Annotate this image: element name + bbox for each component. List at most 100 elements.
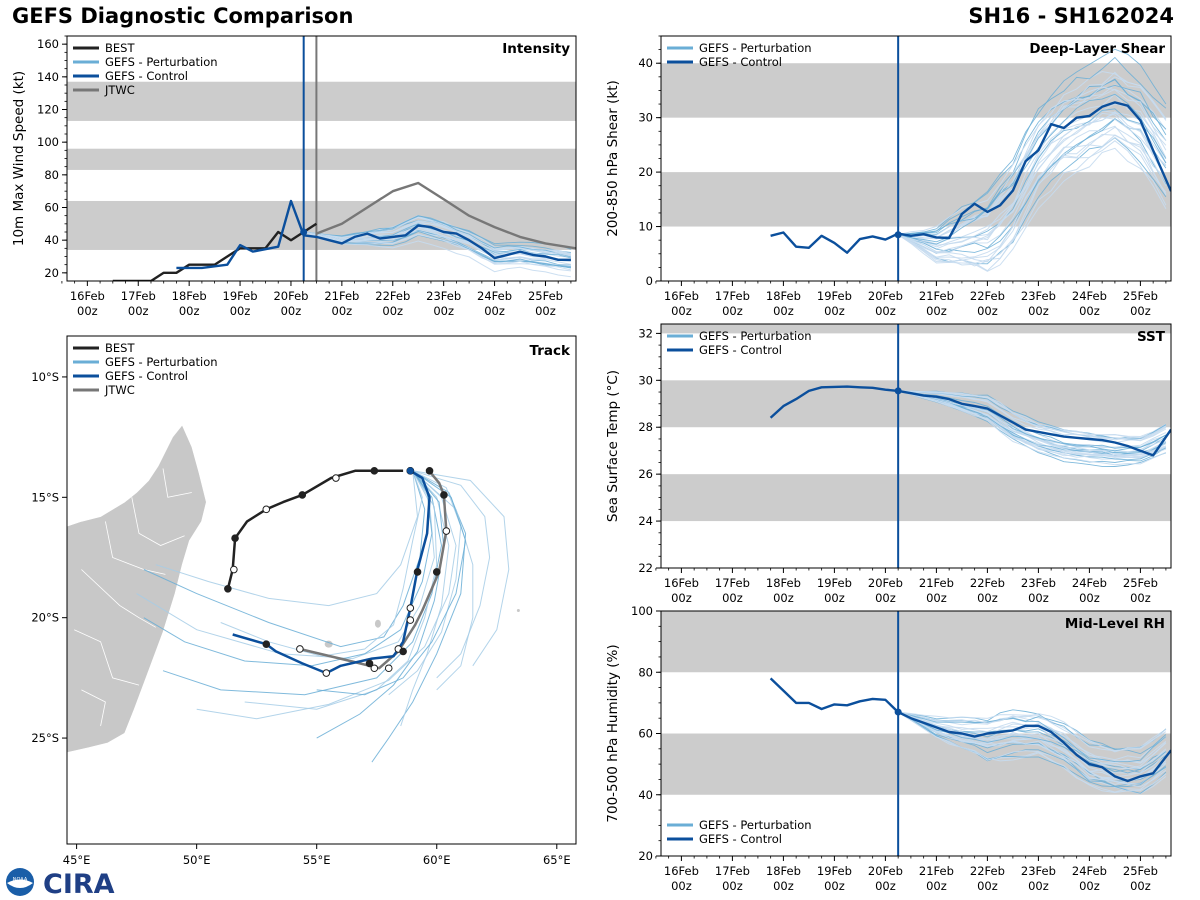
noaa-badge-text: NOAA — [13, 877, 28, 883]
region-boundary — [162, 468, 192, 498]
x-tick-sublabel: 00z — [773, 879, 794, 893]
jtwc-track-point — [406, 616, 415, 624]
rh-current-point — [894, 708, 902, 716]
region-boundary — [81, 689, 106, 727]
x-tick-label: 19Feb — [817, 576, 852, 590]
x-tick-sublabel: 00z — [977, 304, 998, 318]
sst-title: SST — [1137, 329, 1166, 345]
jtwc-track-point — [432, 568, 441, 576]
sst-band-1 — [661, 380, 1171, 428]
x-tick-label: 17Feb — [715, 289, 750, 303]
track-frame — [66, 335, 577, 845]
shear-panel: 16Feb00z17Feb00z18Feb00z19Feb00z20Feb00z… — [605, 35, 1172, 318]
intensity-series-best — [112, 222, 318, 281]
shear-perturbation-member — [898, 70, 1167, 237]
x-tick-sublabel: 00z — [773, 304, 794, 318]
lon-tick-label: 50°E — [183, 853, 211, 867]
x-tick-sublabel: 00z — [1028, 879, 1049, 893]
x-tick-label: 18Feb — [766, 289, 801, 303]
shear-perturbation-member — [898, 79, 1167, 236]
perturbation-track — [162, 470, 443, 696]
sst-band-2 — [661, 324, 1171, 334]
x-tick-sublabel: 00z — [1028, 304, 1049, 318]
perturbation-track — [155, 470, 419, 607]
intensity-band-0 — [67, 200, 576, 250]
y-tick-label: 26 — [638, 467, 653, 481]
y-tick-label: 10 — [638, 220, 653, 234]
sst-perturbation-member — [898, 390, 1167, 442]
x-tick-sublabel: 00z — [281, 304, 302, 318]
x-tick-sublabel: 00z — [332, 304, 353, 318]
control-track-point — [365, 659, 374, 668]
lon-tick-label: 45°E — [63, 853, 91, 867]
jtwc-track-point — [296, 645, 304, 653]
perturbation-track — [196, 470, 457, 720]
shear-perturbation-member — [897, 136, 1167, 263]
control-track-point — [399, 647, 407, 656]
x-tick-label: 17Feb — [715, 864, 750, 878]
sst-frame — [660, 323, 1172, 569]
shear-perturbation-member — [897, 112, 1167, 253]
storm-id-title: SH16 - SH162024 — [968, 4, 1174, 28]
sst-band-0 — [661, 474, 1171, 522]
rh-perturbation-member — [897, 711, 1167, 774]
shear-perturbation-member — [897, 111, 1167, 248]
region-boundary — [81, 569, 156, 628]
x-tick-label: 22Feb — [970, 864, 1005, 878]
x-tick-label: 16Feb — [664, 576, 699, 590]
perturbation-track — [316, 470, 445, 739]
best-track-point — [370, 467, 379, 475]
x-tick-label: 16Feb — [664, 864, 699, 878]
track-legend-label-perturbation: GEFS - Perturbation — [105, 355, 218, 369]
x-tick-label: 25Feb — [528, 289, 563, 303]
intensity-band-1 — [67, 148, 576, 170]
track-legend-label-best: BEST — [105, 341, 135, 355]
x-tick-label: 17Feb — [715, 576, 750, 590]
shear-series-control — [770, 101, 1171, 254]
x-tick-label: 16Feb — [664, 289, 699, 303]
perturbation-track — [400, 470, 450, 727]
x-tick-sublabel: 00z — [977, 879, 998, 893]
shear-perturbation-member — [898, 86, 1167, 239]
x-tick-label: 17Feb — [121, 289, 156, 303]
sst-legend-label-control: GEFS - Control — [699, 343, 782, 357]
intensity-title: Intensity — [502, 41, 570, 57]
region-boundary — [105, 521, 166, 575]
shear-legend-label-perturbation: GEFS - Perturbation — [699, 41, 812, 55]
best-track-point — [262, 505, 271, 514]
lon-tick-label: 55°E — [303, 853, 331, 867]
shear-perturbation-member — [897, 93, 1167, 243]
shear-perturbation-member — [898, 48, 1167, 236]
rh-plot-area — [661, 611, 1171, 856]
page-title: GEFS Diagnostic Comparison — [12, 4, 354, 28]
cira-logo-text: CIRA — [43, 869, 115, 897]
control-track-point — [262, 640, 271, 648]
best-track-point — [298, 491, 307, 499]
sst-perturbation-member — [897, 390, 1167, 458]
shear-perturbation-member — [897, 133, 1167, 267]
x-tick-label: 23Feb — [1021, 864, 1056, 878]
sst-series-control — [769, 385, 1171, 457]
x-tick-sublabel: 00z — [875, 591, 896, 605]
intensity-series-control — [176, 199, 571, 270]
lat-tick-label: 25°S — [31, 731, 59, 745]
perturbation-track — [388, 470, 462, 696]
intensity-ylabel: 10m Max Wind Speed (kt) — [11, 71, 27, 246]
intensity-perturbation-member — [303, 231, 571, 272]
x-tick-label: 25Feb — [1123, 576, 1158, 590]
x-tick-sublabel: 00z — [128, 304, 149, 318]
shear-ylabel: 200-850 hPa Shear (kt) — [605, 80, 621, 237]
y-tick-label: 40 — [638, 56, 653, 70]
x-tick-sublabel: 00z — [1130, 304, 1151, 318]
shear-perturbation-member — [897, 147, 1167, 272]
intensity-plot-area — [67, 36, 576, 281]
y-tick-label: 60 — [638, 727, 653, 741]
rh-ylabel: 700-500 hPa Humidity (%) — [605, 644, 621, 822]
y-tick-label: 60 — [44, 201, 59, 215]
rh-panel: 16Feb00z17Feb00z18Feb00z19Feb00z20Feb00z… — [605, 604, 1172, 893]
y-tick-label: 30 — [638, 373, 653, 387]
jtwc-track-point — [384, 664, 393, 673]
jtwc-track-point — [406, 604, 415, 612]
y-tick-label: 80 — [638, 665, 653, 679]
